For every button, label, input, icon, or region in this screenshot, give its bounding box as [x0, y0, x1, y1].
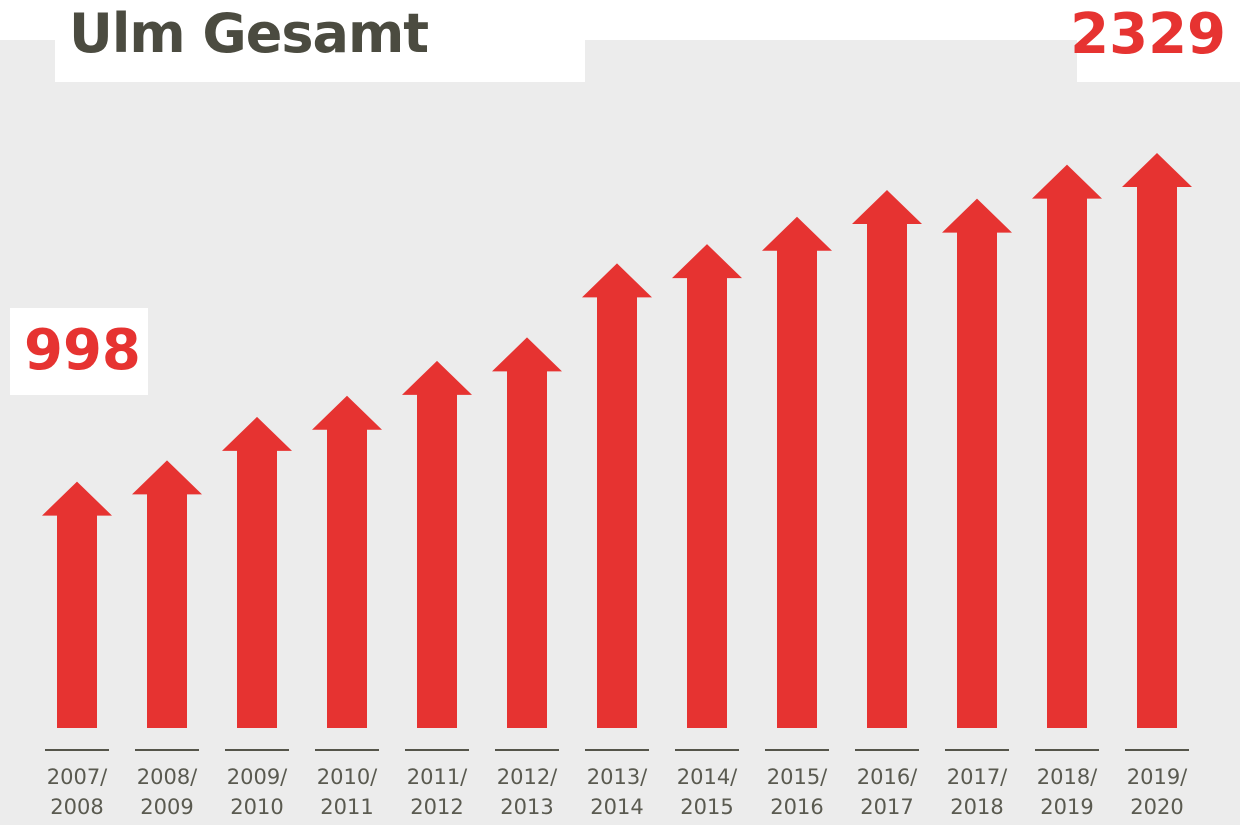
x-tick-label: 2007/ 2008 — [46, 765, 108, 819]
arrow-bar — [582, 263, 652, 728]
arrow-bar — [492, 337, 562, 728]
arrow-bar — [942, 198, 1012, 729]
arrow-bar — [42, 481, 112, 728]
arrow-bar — [132, 460, 202, 728]
first-value-box: 998 — [10, 308, 148, 395]
x-tick-label: 2015/ 2016 — [766, 765, 828, 819]
x-tick-label: 2013/ 2014 — [586, 765, 648, 819]
arrow-bar — [312, 395, 382, 728]
x-tick-label: 2018/ 2019 — [1036, 765, 1098, 819]
arrow-bar — [1032, 164, 1102, 728]
x-tick-label: 2012/ 2013 — [496, 765, 558, 819]
chart-title: Ulm Gesamt — [69, 2, 429, 65]
x-tick-label: 2014/ 2015 — [676, 765, 738, 819]
arrow-bar — [852, 190, 922, 728]
arrow-bar — [672, 244, 742, 729]
arrow-bar — [402, 360, 472, 728]
arrow-bar — [1122, 153, 1192, 728]
x-tick-label: 2010/ 2011 — [316, 765, 378, 819]
last-value-box: 2329 — [1070, 0, 1240, 82]
arrow-bar — [222, 416, 292, 728]
arrow-bar — [762, 216, 832, 728]
data-label: 998 — [24, 318, 141, 383]
x-tick-label: 2016/ 2017 — [856, 765, 918, 819]
x-tick-label: 2019/ 2020 — [1126, 765, 1188, 819]
x-tick-label: 2008/ 2009 — [136, 765, 198, 819]
x-tick-label: 2017/ 2018 — [946, 765, 1008, 819]
x-tick-label: 2009/ 2010 — [226, 765, 288, 819]
x-tick-label: 2011/ 2012 — [406, 765, 468, 819]
data-label: 2329 — [1070, 2, 1226, 67]
title-box: Ulm Gesamt — [55, 0, 585, 82]
